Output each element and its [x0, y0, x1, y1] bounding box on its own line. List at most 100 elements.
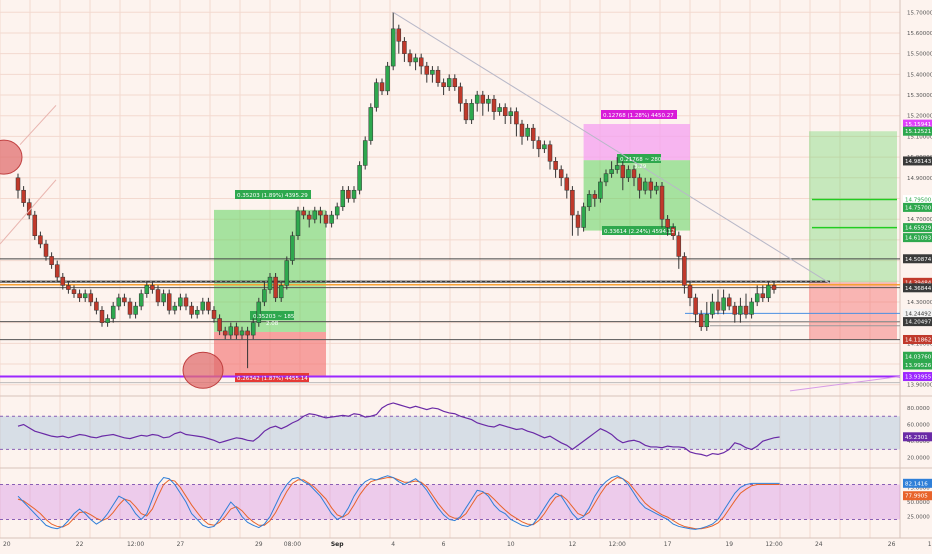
price-axis: 15.70000 15.60000 15.50000 15.40000 15.30000…: [903, 10, 932, 521]
rsi-badge: 45.2301: [905, 435, 928, 441]
candle-body: [133, 305, 138, 315]
long2-loss-zone: [809, 282, 897, 340]
candle-body: [626, 169, 631, 179]
candle-body: [648, 181, 654, 191]
candle-body: [452, 78, 458, 88]
candle-body: [631, 169, 637, 179]
price-badge: 14.36844: [905, 286, 932, 292]
candle-body: [200, 301, 206, 311]
candle-body: [284, 260, 290, 286]
rsi-panel: [0, 402, 900, 457]
candle-body: [54, 264, 60, 278]
candle-body: [323, 214, 329, 224]
candle-body: [77, 293, 82, 299]
left-trendline-2: [19, 105, 57, 146]
candle-body: [312, 210, 318, 220]
rsi-band: [0, 416, 900, 450]
price-badge: 14.11862: [905, 337, 931, 343]
candle-body: [738, 305, 743, 315]
time-label: 12: [569, 541, 577, 548]
price-badge: 14.98143: [905, 159, 932, 165]
time-label: 10: [507, 541, 515, 548]
time-label: 12:00: [127, 541, 144, 548]
time-label: 12:00: [765, 541, 782, 548]
candle-body: [110, 305, 116, 319]
long1-mid-label: 0.35203 ~ 185: [253, 314, 295, 320]
long1-top-label-bg: [235, 190, 311, 199]
candle-body: [536, 140, 542, 150]
candle-body: [390, 28, 396, 67]
stoch-band: [0, 484, 900, 520]
candle-body: [676, 235, 682, 257]
candle-body: [340, 189, 346, 208]
candle-body: [486, 98, 491, 104]
price-tick: 15.10000: [907, 134, 932, 140]
candle-body: [715, 301, 721, 311]
candle-body: [306, 214, 312, 220]
time-label: 4: [391, 541, 395, 548]
candle-body: [766, 285, 771, 299]
time-label: 26: [888, 541, 896, 548]
candle-body: [357, 165, 362, 191]
short-mid-label-bg: [617, 154, 661, 163]
candle-body: [183, 297, 189, 307]
candle-body: [217, 318, 222, 332]
time-axis: 20 22 12:00 27 29 08:00 Sep 4 6 10 12 12:00 17 19 12:0…: [3, 541, 932, 548]
candle-body: [362, 140, 368, 166]
candle-body: [318, 210, 323, 216]
candle-body: [654, 185, 659, 191]
candle-body: [245, 330, 250, 336]
candle-body: [178, 297, 183, 307]
price-badge-bg: [903, 334, 932, 344]
candle-body: [295, 210, 301, 236]
candle-body: [760, 293, 766, 299]
price-badge: 14.61093: [905, 236, 932, 242]
candle-body: [228, 326, 234, 336]
price-badge-bg: [903, 202, 932, 212]
candle-body: [301, 210, 306, 216]
stoch-badge-bg: [903, 478, 932, 488]
candle-body: [637, 177, 642, 191]
time-label: 6: [442, 541, 446, 548]
candle-body: [732, 305, 738, 315]
price-badge: 14.50874: [905, 257, 932, 263]
long1-mid-label-2: 2.08: [266, 321, 279, 327]
candle-body: [194, 309, 200, 315]
candle-body: [726, 297, 732, 307]
candle-body: [418, 57, 424, 67]
price-badge-bg: [903, 360, 932, 370]
candle-body: [497, 107, 502, 112]
candle-body: [693, 297, 698, 315]
rsi-tick: 40.0000: [907, 439, 930, 445]
price-badge-bg: [903, 195, 932, 205]
short-mid-label: 0.21768 ~ 280: [620, 157, 662, 163]
short-top-label-bg: [601, 110, 677, 119]
price-tick: 14.10000: [907, 341, 932, 347]
candle-body: [547, 144, 553, 162]
candle-body: [413, 57, 418, 63]
price-badge-bg: [903, 283, 932, 293]
price-tick: 15.60000: [907, 31, 932, 37]
time-label: 08:00: [284, 541, 301, 548]
candle-body: [329, 214, 334, 224]
candle-body: [402, 40, 407, 54]
candle-body: [379, 82, 385, 92]
overlays: [0, 11, 901, 392]
time-label: 12:00: [609, 541, 626, 548]
candle-body: [508, 111, 514, 116]
candle-body: [564, 177, 570, 191]
stoch-badge: 82.1416: [905, 481, 928, 487]
left-circle: [0, 139, 23, 175]
candle-body: [43, 243, 49, 257]
price-badge-bg: [903, 351, 932, 361]
price-badge-bg: [903, 156, 932, 166]
rsi-tick: 60.0000: [907, 423, 930, 429]
candle-body: [614, 165, 620, 170]
price-badge-bg: [903, 308, 932, 318]
price-tick: 13.90000: [907, 383, 932, 389]
candle-body: [502, 107, 508, 116]
candle-body: [698, 314, 704, 328]
candle-body: [262, 289, 267, 303]
